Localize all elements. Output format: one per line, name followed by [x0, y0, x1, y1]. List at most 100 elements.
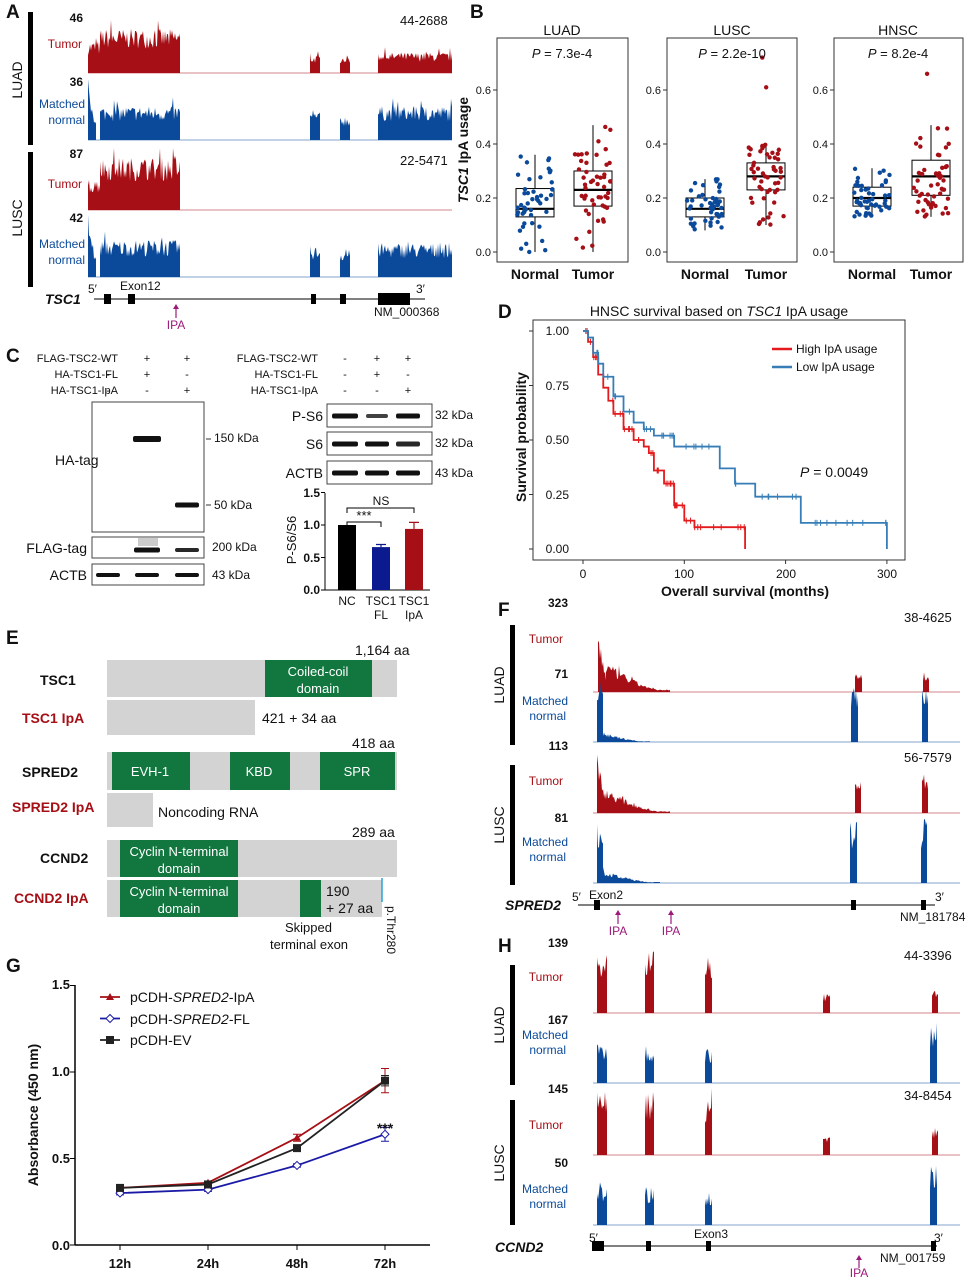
y-axis-label: TSC1 IpA usage: [455, 97, 471, 203]
gene-name: CCND2: [495, 1239, 543, 1255]
y-tick: 0.6: [813, 85, 828, 97]
data-point: [750, 200, 755, 205]
ha-tag-blot: [91, 401, 205, 533]
data-point: [590, 243, 595, 248]
data-point: [696, 194, 702, 199]
data-point: [916, 199, 921, 204]
protein-name: SPRED2: [22, 764, 78, 780]
data-point: [776, 180, 781, 186]
bar: [338, 525, 356, 590]
data-point: [915, 209, 920, 214]
square-marker: [106, 1036, 114, 1044]
track-label-tumor: Tumor: [529, 970, 563, 984]
size-marker: 43 kDa: [212, 568, 250, 582]
coverage-peak: [340, 55, 350, 73]
plot-title: HNSC: [878, 22, 918, 38]
domain-label: SPR: [344, 764, 371, 779]
band: [135, 573, 159, 577]
y-tick: 0.6: [646, 85, 661, 97]
data-point: [914, 189, 919, 194]
track-label-normal: normal: [529, 850, 566, 864]
gene-name: TSC1: [45, 291, 81, 307]
y-tick: 0.0: [476, 247, 491, 259]
data-point: [943, 164, 948, 170]
data-point: [924, 212, 929, 217]
data-point: [520, 224, 526, 229]
cohort-label-lusc: LUSC: [491, 806, 507, 843]
x-tick: Tumor: [910, 266, 953, 282]
band: [133, 436, 161, 442]
data-point: [854, 209, 859, 215]
three-prime: 3′: [935, 890, 945, 904]
data-point: [945, 196, 951, 201]
track-label-matched: Matched: [522, 835, 568, 849]
data-point: [596, 139, 601, 144]
data-point: [700, 182, 706, 188]
significance-label: ***: [356, 508, 371, 523]
p-value: P = 8.2e-4: [868, 46, 928, 61]
data-point: [873, 202, 879, 207]
ipa-arrow-head-icon: [173, 304, 179, 309]
p-symbol: P: [800, 464, 810, 480]
data-point: [579, 193, 584, 199]
square-marker: [293, 1144, 301, 1153]
data-point: [941, 178, 946, 183]
data-point: [544, 209, 549, 215]
coverage-peak: [603, 732, 650, 742]
data-point: [747, 152, 752, 157]
track-label-tumor: Tumor: [529, 1118, 563, 1132]
data-point: [719, 205, 724, 211]
coverage-peak: [100, 97, 180, 140]
coverage-peak: [823, 1137, 830, 1155]
data-point: [576, 152, 581, 157]
data-point: [931, 194, 937, 199]
protein-length: + 27 aa: [326, 900, 373, 916]
band: [134, 547, 160, 553]
data-point: [883, 178, 889, 183]
data-point: [863, 213, 868, 218]
data-point: [855, 175, 861, 181]
bar: [372, 547, 390, 590]
data-point: [576, 167, 582, 172]
series-line: [119, 1079, 386, 1189]
track-max: 42: [70, 211, 84, 225]
band: [175, 502, 199, 508]
data-point: [528, 212, 534, 218]
data-point: [778, 175, 783, 180]
coverage-peak: [597, 754, 604, 813]
cohort-label-lusc: LUSC: [491, 1144, 507, 1181]
x-tick: Tumor: [572, 266, 615, 282]
data-point: [518, 202, 524, 208]
x-tick: TSC1: [366, 594, 397, 608]
data-point: [539, 238, 545, 244]
data-point: [525, 201, 530, 206]
exon: [931, 1241, 936, 1251]
data-point: [940, 165, 945, 170]
data-point: [760, 217, 766, 222]
x-tick: Normal: [511, 266, 559, 282]
condition-sign: -: [106, 385, 110, 397]
coverage-peak: [645, 1046, 654, 1083]
figure-graphics: 0.0 0.2 0.4 0.6 Normal Tumor 0.0 0.2 0.4 0.6 Norma…: [28, 12, 964, 1268]
data-point: [921, 208, 926, 213]
data-point: [886, 192, 892, 198]
data-point: [594, 152, 599, 158]
data-point: [690, 198, 695, 203]
data-point: [781, 213, 786, 219]
outlier-point: [760, 55, 765, 60]
refseq-id: NM_000368: [374, 305, 440, 319]
size-marker: 150 kDa: [214, 431, 259, 445]
refseq-id: NM_001759: [880, 1251, 946, 1265]
data-point: [770, 150, 775, 155]
data-point: [699, 203, 704, 208]
x-axis-label: Overall survival (months): [661, 583, 829, 599]
x-tick: 300: [877, 567, 897, 581]
protein-length: 190: [326, 883, 350, 899]
data-point: [713, 177, 719, 182]
spr-domain: [320, 752, 395, 790]
coverage-peak: [88, 37, 100, 73]
data-point: [584, 160, 589, 165]
data-point: [710, 195, 716, 201]
coverage-peak: [855, 781, 861, 813]
y-axis-label-rest: IpA usage: [455, 97, 471, 167]
